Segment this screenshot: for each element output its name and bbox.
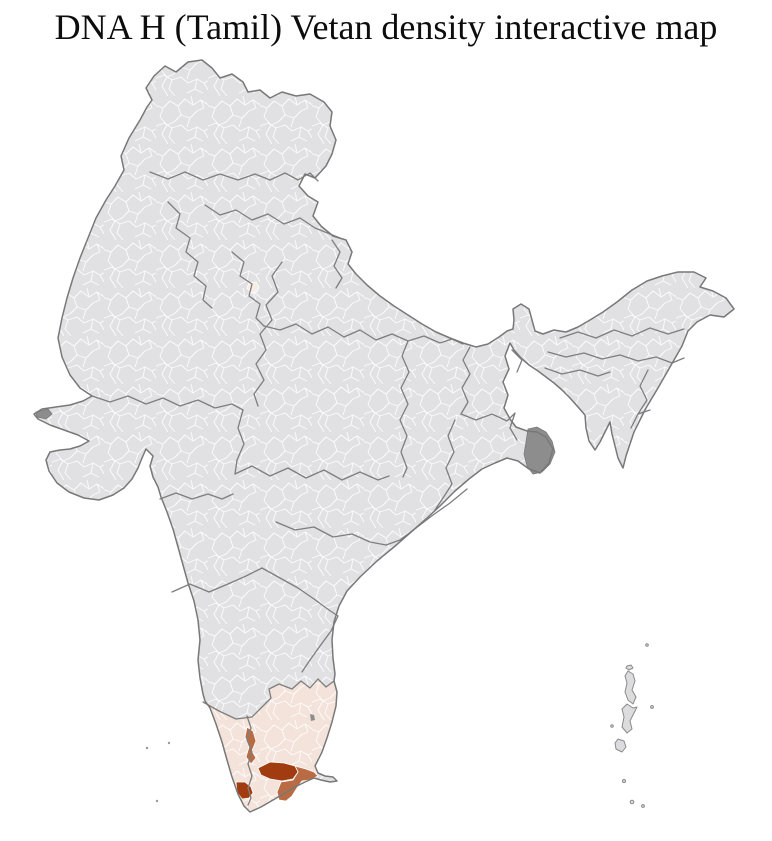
district-region-high-density-1[interactable] bbox=[257, 761, 299, 782]
islet bbox=[610, 724, 614, 728]
island bbox=[614, 738, 627, 753]
islet bbox=[641, 804, 645, 808]
map-title: DNA H (Tamil) Vetan density interactive … bbox=[54, 7, 718, 47]
andaman-nicobar-islands[interactable] bbox=[610, 643, 654, 808]
islet bbox=[645, 643, 649, 647]
district-region-dark-gray-west[interactable] bbox=[35, 408, 53, 420]
island bbox=[624, 670, 637, 705]
island bbox=[625, 664, 634, 671]
lakshadweep-islands[interactable] bbox=[145, 741, 171, 803]
islet bbox=[155, 799, 159, 803]
island bbox=[621, 703, 638, 734]
islet bbox=[145, 746, 149, 750]
islet bbox=[650, 705, 654, 709]
islet bbox=[629, 799, 635, 805]
islet bbox=[622, 779, 626, 783]
district-region-dark-gray-dot[interactable] bbox=[310, 714, 315, 721]
islet bbox=[167, 741, 171, 745]
state-borders bbox=[91, 171, 685, 806]
